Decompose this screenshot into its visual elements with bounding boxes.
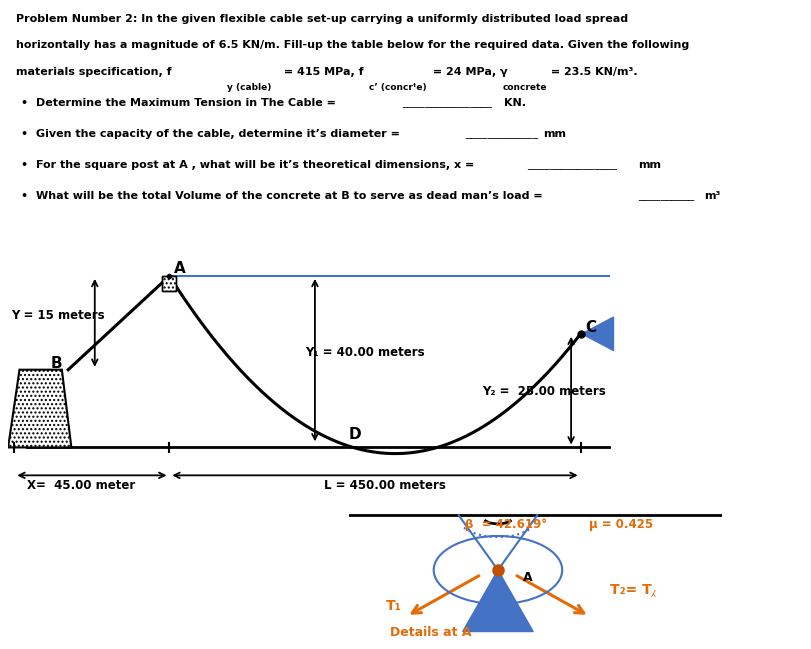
Text: m³: m³ bbox=[705, 191, 721, 201]
Text: β  = 42.619°: β = 42.619° bbox=[465, 519, 547, 532]
Text: Determine the Maximum Tension in The Cable =: Determine the Maximum Tension in The Cab… bbox=[36, 98, 336, 108]
Text: _____________: _____________ bbox=[465, 129, 538, 139]
Text: A: A bbox=[523, 571, 533, 584]
Text: KN.: KN. bbox=[504, 98, 526, 108]
Text: Given the capacity of the cable, determine it’s diameter =: Given the capacity of the cable, determi… bbox=[36, 129, 400, 139]
Text: A: A bbox=[174, 261, 186, 276]
Text: •: • bbox=[20, 191, 28, 201]
Text: D: D bbox=[349, 428, 361, 443]
Polygon shape bbox=[8, 370, 71, 447]
Text: Y = 15 meters: Y = 15 meters bbox=[11, 309, 105, 322]
Text: Problem Number 2: In the given flexible cable set-up carrying a uniformly distri: Problem Number 2: In the given flexible … bbox=[16, 14, 629, 24]
Text: Details at A: Details at A bbox=[390, 626, 472, 639]
Text: μ = 0.425: μ = 0.425 bbox=[589, 519, 654, 532]
Text: = 24 MPa, γ: = 24 MPa, γ bbox=[429, 67, 508, 77]
Text: Y₁ = 40.00 meters: Y₁ = 40.00 meters bbox=[306, 346, 425, 359]
Text: ________________: ________________ bbox=[527, 160, 617, 170]
Text: c’ (concrᵗe): c’ (concrᵗe) bbox=[369, 83, 427, 92]
Text: = 415 MPa, f: = 415 MPa, f bbox=[280, 67, 363, 77]
Text: L = 450.00 meters: L = 450.00 meters bbox=[324, 480, 446, 493]
Text: y (cable): y (cable) bbox=[227, 83, 272, 92]
Text: ________________: ________________ bbox=[401, 98, 491, 108]
Text: B: B bbox=[50, 356, 62, 371]
Text: For the square post at A , what will be it’s theoretical dimensions, x =: For the square post at A , what will be … bbox=[36, 160, 474, 170]
Text: Y₂ =  25.00 meters: Y₂ = 25.00 meters bbox=[483, 385, 607, 398]
Text: concrete: concrete bbox=[502, 83, 547, 92]
Text: materials specification, f: materials specification, f bbox=[16, 67, 172, 77]
Text: horizontally has a magnitude of 6.5 KN/m. Fill-up the table below for the requir: horizontally has a magnitude of 6.5 KN/m… bbox=[16, 40, 689, 50]
Text: = 23.5 KN/m³.: = 23.5 KN/m³. bbox=[547, 67, 637, 77]
Bar bbox=[162, 276, 176, 291]
Text: •: • bbox=[20, 129, 28, 139]
Text: T₁: T₁ bbox=[386, 598, 401, 613]
Text: What will be the total Volume of the concrete at B to serve as dead man’s load =: What will be the total Volume of the con… bbox=[36, 191, 543, 201]
Text: •: • bbox=[20, 160, 28, 170]
Bar bbox=[162, 276, 176, 291]
Polygon shape bbox=[463, 570, 533, 631]
Text: mm: mm bbox=[637, 160, 661, 170]
Polygon shape bbox=[581, 317, 613, 350]
Text: mm: mm bbox=[543, 129, 566, 139]
Text: C: C bbox=[585, 320, 596, 335]
Text: X=  45.00 meter: X= 45.00 meter bbox=[27, 480, 135, 493]
Text: __________: __________ bbox=[637, 191, 694, 201]
Text: T₂= T⁁: T₂= T⁁ bbox=[610, 583, 656, 597]
Text: •: • bbox=[20, 98, 28, 108]
